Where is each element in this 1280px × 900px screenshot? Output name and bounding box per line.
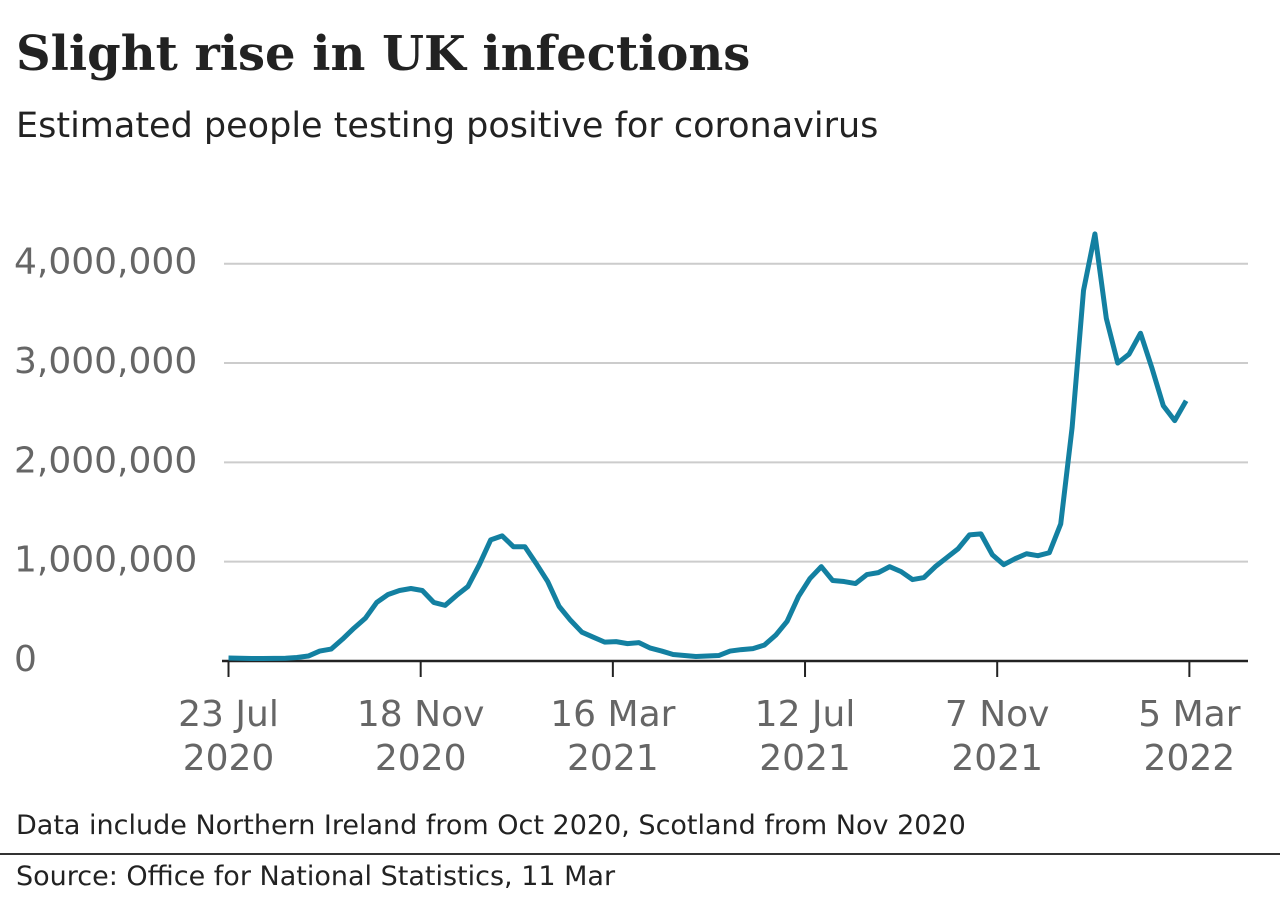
source: Source: Office for National Statistics, … — [16, 861, 616, 892]
x-tick-label: 18 Nov 2020 — [356, 694, 485, 779]
y-tick-label: 0 — [14, 639, 37, 680]
divider — [0, 853, 1280, 855]
y-tick-label: 4,000,000 — [14, 242, 197, 283]
y-tick-label: 3,000,000 — [14, 341, 197, 382]
x-tick-label: 16 Mar 2021 — [550, 694, 676, 779]
note: Data include Northern Ireland from Oct 2… — [16, 810, 966, 841]
x-tick-label: 5 Mar 2022 — [1138, 694, 1241, 779]
y-tick-label: 1,000,000 — [14, 540, 197, 581]
chart-subtitle: Estimated people testing positive for co… — [16, 106, 879, 146]
chart-title: Slight rise in UK infections — [16, 26, 751, 82]
data-line — [228, 231, 1189, 662]
x-tick-label: 23 Jul 2020 — [178, 694, 279, 779]
y-tick-label: 2,000,000 — [14, 440, 197, 481]
x-tick-label: 7 Nov 2021 — [944, 694, 1050, 779]
x-tick-label: 12 Jul 2021 — [754, 694, 856, 779]
